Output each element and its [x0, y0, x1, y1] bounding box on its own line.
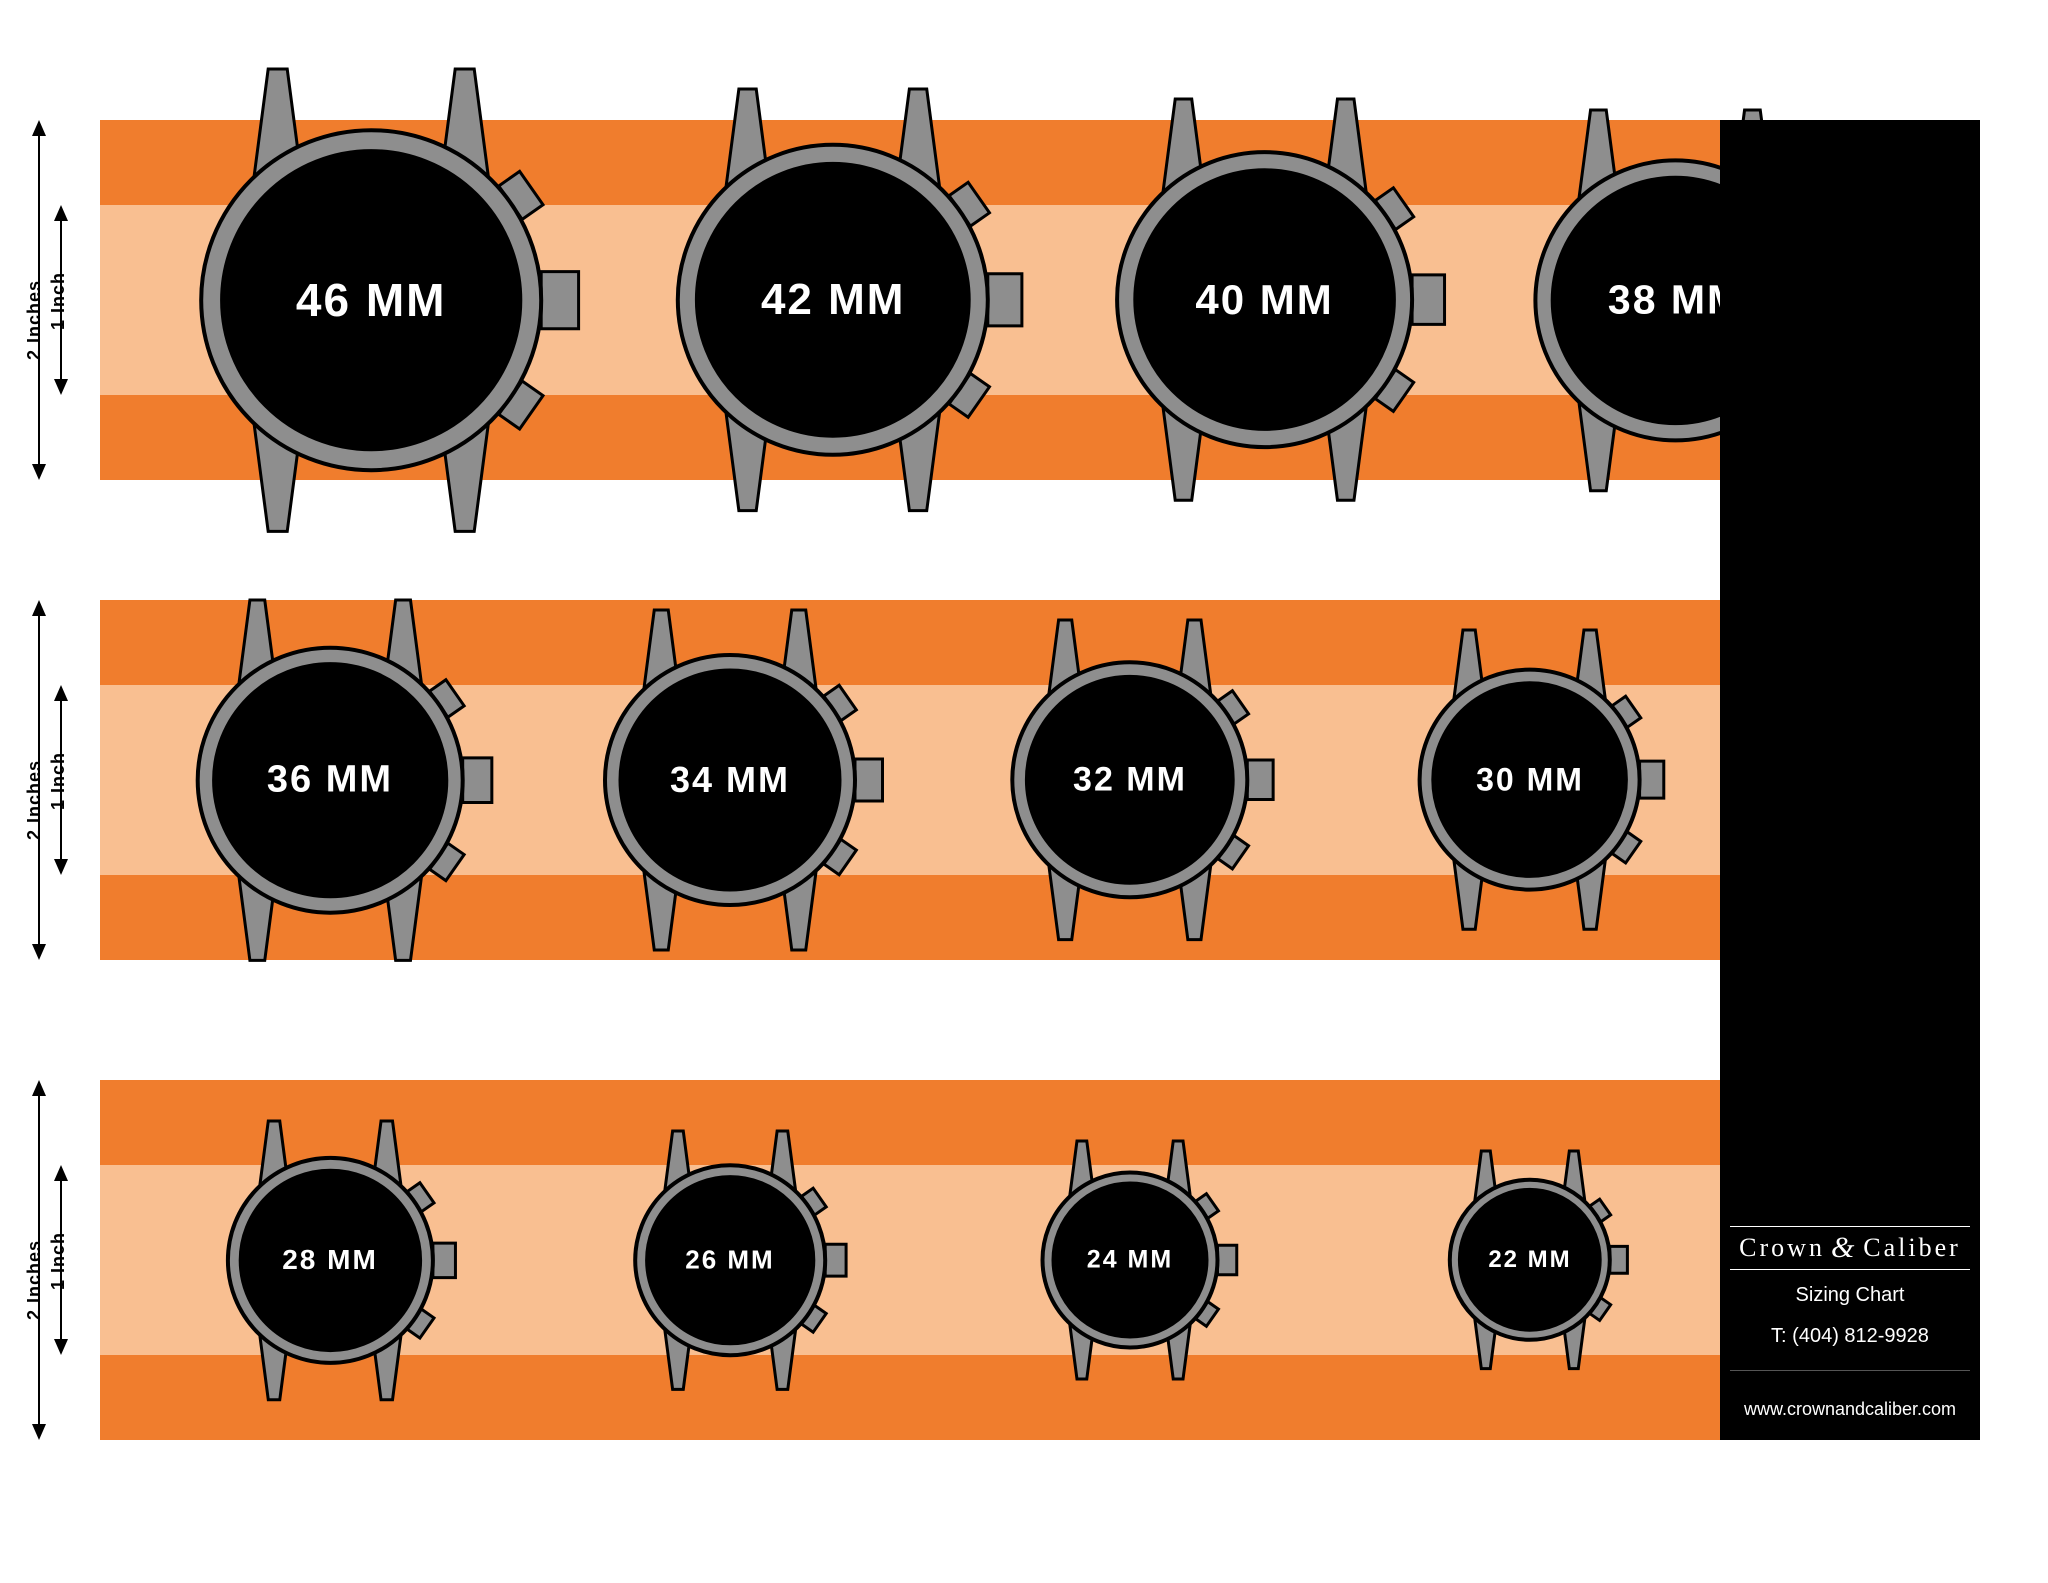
watch-32mm: 32 MM	[960, 610, 1300, 950]
watch-label-24: 24 MM	[1087, 1246, 1173, 1275]
panel-subtitle: Sizing Chart	[1720, 1284, 1980, 1307]
brand-panel: Crown & Caliber Sizing Chart T: (404) 81…	[1720, 120, 1980, 1440]
watch-label-42: 42 MM	[761, 275, 905, 325]
watch-slot-30: 30 MM	[1330, 600, 1730, 960]
scale-1: 2 Inches 1 Inch	[30, 600, 90, 960]
watch-label-26: 26 MM	[685, 1244, 774, 1275]
scale-2: 2 Inches 1 Inch	[30, 1080, 90, 1440]
brand-ampersand: &	[1831, 1231, 1857, 1265]
watch-28mm: 28 MM	[181, 1111, 480, 1410]
watch-label-28: 28 MM	[282, 1244, 378, 1276]
watch-30mm: 30 MM	[1370, 620, 1689, 939]
panel-phone: T: (404) 812-9928	[1730, 1325, 1970, 1371]
watch-row-0: 46 MM 42 MM 40 MM 38 MM	[100, 120, 1720, 480]
watch-slot-46: 46 MM	[130, 120, 612, 480]
watch-label-34: 34 MM	[670, 759, 790, 801]
watch-slot-24: 24 MM	[930, 1080, 1330, 1440]
brand-name: Crown & Caliber	[1730, 1226, 1970, 1270]
watch-label-40: 40 MM	[1195, 276, 1333, 324]
scale-label-2in: 2 Inches	[24, 1240, 45, 1320]
watch-slot-40: 40 MM	[1054, 120, 1475, 480]
watch-slot-34: 34 MM	[530, 600, 930, 960]
brand-right: Caliber	[1863, 1233, 1961, 1263]
panel-url: www.crownandcaliber.com	[1720, 1399, 1980, 1420]
scale-label-1in: 1 Inch	[48, 1232, 69, 1290]
watch-40mm: 40 MM	[1054, 89, 1475, 510]
watch-label-32: 32 MM	[1073, 761, 1187, 800]
brand-left: Crown	[1739, 1233, 1825, 1263]
watch-label-46: 46 MM	[296, 273, 447, 327]
watch-24mm: 24 MM	[1001, 1131, 1259, 1389]
scale-label-1in: 1 Inch	[48, 272, 69, 330]
watch-label-30: 30 MM	[1476, 762, 1584, 799]
watch-label-36: 36 MM	[267, 759, 393, 802]
brand-text-block: Crown & Caliber Sizing Chart T: (404) 81…	[1720, 1226, 1980, 1420]
watch-42mm: 42 MM	[612, 79, 1054, 521]
scale-0: 2 Inches 1 Inch	[30, 120, 90, 480]
watch-46mm: 46 MM	[130, 59, 612, 541]
watch-22mm: 22 MM	[1411, 1141, 1649, 1379]
watch-slot-28: 28 MM	[130, 1080, 530, 1440]
watch-slot-26: 26 MM	[530, 1080, 930, 1440]
watch-label-22: 22 MM	[1488, 1246, 1571, 1274]
scale-label-2in: 2 Inches	[24, 760, 45, 840]
watch-36mm: 36 MM	[140, 590, 520, 970]
watch-26mm: 26 MM	[591, 1121, 869, 1399]
watch-slot-42: 42 MM	[612, 120, 1054, 480]
scale-label-1in: 1 Inch	[48, 752, 69, 810]
watch-row-2: 28 MM 26 MM 24 MM 22 MM	[100, 1080, 1720, 1440]
watch-slot-22: 22 MM	[1330, 1080, 1730, 1440]
watch-34mm: 34 MM	[550, 600, 910, 960]
watch-slot-32: 32 MM	[930, 600, 1330, 960]
scale-label-2in: 2 Inches	[24, 280, 45, 360]
watch-slot-36: 36 MM	[130, 600, 530, 960]
watch-row-1: 36 MM 34 MM 32 MM 30 MM	[100, 600, 1720, 960]
